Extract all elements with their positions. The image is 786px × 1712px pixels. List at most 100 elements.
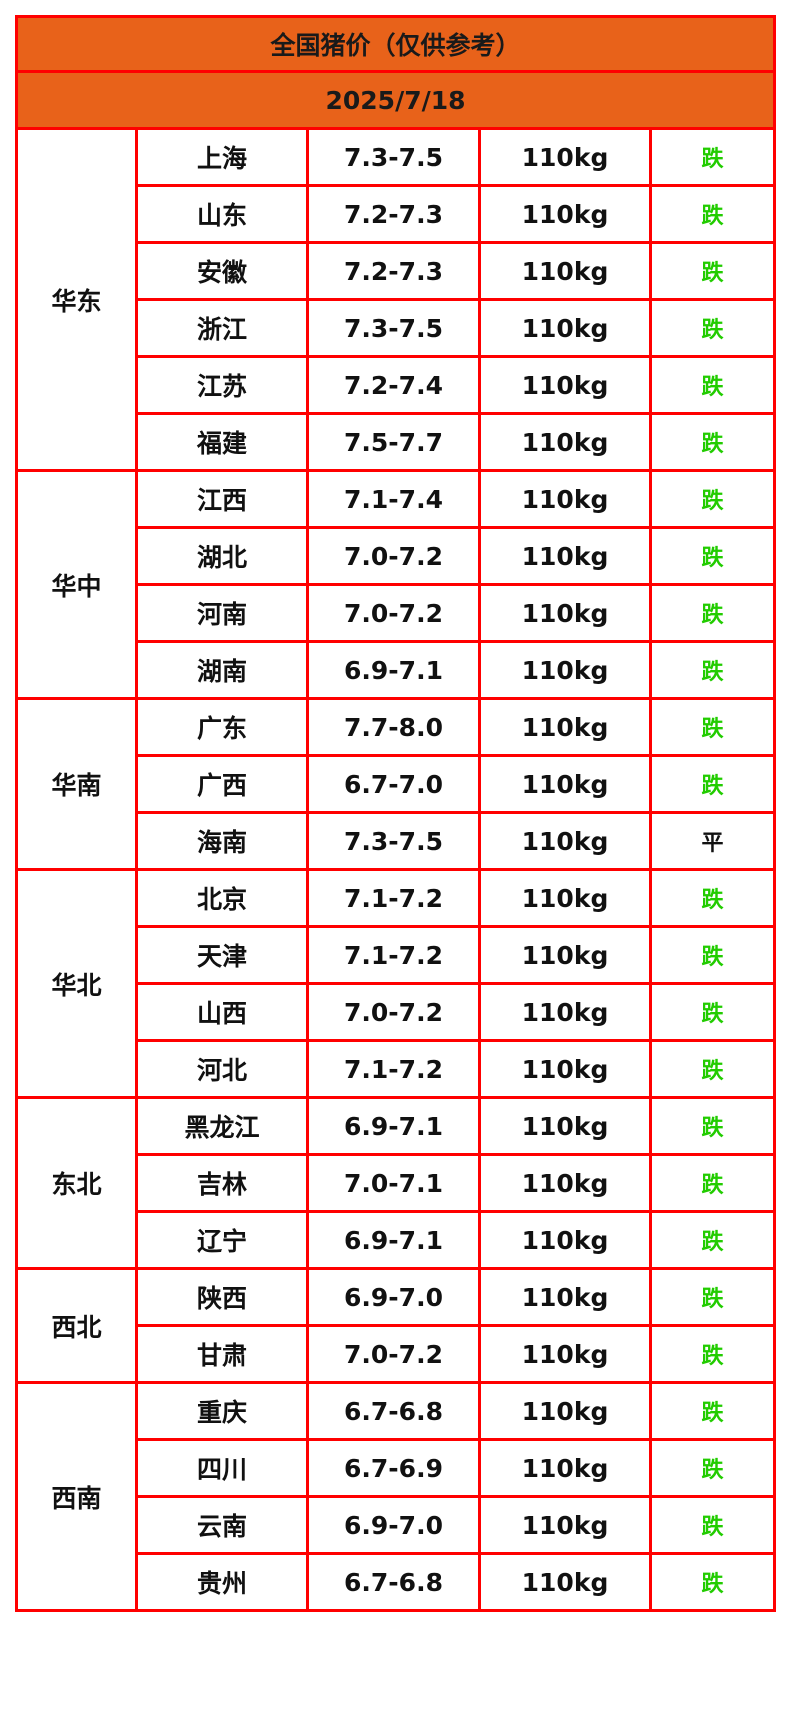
trend-cell: 平	[648, 811, 777, 871]
province-cell: 甘肃	[135, 1324, 309, 1384]
table-row: 山西 7.0-7.2 110kg 跌	[17, 982, 777, 1042]
province-cell: 河南	[135, 583, 309, 643]
province-cell: 陕西	[135, 1267, 309, 1327]
table-row: 海南 7.3-7.5 110kg 平	[17, 811, 777, 871]
trend-cell: 跌	[648, 754, 777, 814]
price-cell: 7.7-8.0	[306, 697, 481, 757]
price-cell: 7.1-7.2	[306, 1039, 481, 1099]
table-row: 东北 黑龙江 6.9-7.1 110kg 跌	[15, 1096, 777, 1270]
price-cell: 7.3-7.5	[306, 298, 481, 358]
price-cell: 7.0-7.2	[306, 1324, 481, 1384]
province-cell: 山西	[135, 982, 309, 1042]
province-cell: 浙江	[135, 298, 309, 358]
trend-cell: 跌	[648, 1552, 777, 1612]
table-row: 河南 7.0-7.2 110kg 跌	[17, 583, 777, 643]
province-cell: 北京	[135, 868, 309, 928]
price-cell: 7.0-7.2	[306, 526, 481, 586]
price-cell: 6.9-7.1	[306, 1210, 481, 1270]
weight-cell: 110kg	[478, 355, 652, 415]
price-cell: 6.7-7.0	[306, 754, 481, 814]
table-row: 贵州 6.7-6.8 110kg 跌	[17, 1552, 777, 1612]
price-cell: 6.9-7.1	[306, 1096, 481, 1156]
province-cell: 湖南	[135, 640, 309, 700]
trend-cell: 跌	[648, 1210, 777, 1270]
weight-cell: 110kg	[478, 1495, 652, 1555]
weight-cell: 110kg	[478, 127, 652, 187]
weight-cell: 110kg	[478, 412, 652, 472]
trend-cell: 跌	[648, 1267, 777, 1327]
trend-cell: 跌	[648, 1324, 777, 1384]
weight-cell: 110kg	[478, 1039, 652, 1099]
weight-cell: 110kg	[478, 697, 652, 757]
region-cell: 华中	[15, 469, 138, 700]
weight-cell: 110kg	[478, 184, 652, 244]
price-cell: 6.7-6.8	[306, 1552, 481, 1612]
region-cell: 华东	[15, 127, 138, 472]
price-cell: 7.1-7.2	[306, 925, 481, 985]
table-date: 2025/7/18	[14, 70, 777, 130]
trend-cell: 跌	[648, 640, 777, 700]
province-cell: 广西	[135, 754, 309, 814]
table-row: 湖南 6.9-7.1 110kg 跌	[17, 640, 777, 700]
table-row: 福建 7.5-7.7 110kg 跌	[17, 412, 777, 472]
province-cell: 贵州	[135, 1552, 309, 1612]
region-cell: 华北	[15, 868, 138, 1099]
table-row: 湖北 7.0-7.2 110kg 跌	[17, 526, 777, 586]
province-cell: 上海	[135, 127, 309, 187]
weight-cell: 110kg	[478, 982, 652, 1042]
trend-cell: 跌	[648, 298, 777, 358]
price-cell: 7.5-7.7	[306, 412, 481, 472]
price-cell: 7.1-7.4	[306, 469, 481, 529]
table-row: 四川 6.7-6.9 110kg 跌	[17, 1438, 777, 1498]
weight-cell: 110kg	[478, 241, 652, 301]
table-row: 天津 7.1-7.2 110kg 跌	[17, 925, 777, 985]
table-row: 西南 重庆 6.7-6.8 110kg 跌	[15, 1381, 777, 1612]
pig-price-table: 全国猪价（仅供参考） 2025/7/18 华东 上海 7.3-7.5 110kg 跌山东…	[14, 15, 777, 1612]
price-cell: 7.0-7.2	[306, 583, 481, 643]
region-cell: 西南	[15, 1381, 138, 1612]
trend-cell: 跌	[648, 1381, 777, 1441]
table-row: 云南 6.9-7.0 110kg 跌	[17, 1495, 777, 1555]
province-cell: 湖北	[135, 526, 309, 586]
province-cell: 广东	[135, 697, 309, 757]
trend-cell: 跌	[648, 982, 777, 1042]
table-row: 华北 北京 7.1-7.2 110kg 跌	[15, 868, 777, 1099]
table-row: 西北 陕西 6.9-7.0 110kg 跌	[15, 1267, 777, 1384]
trend-cell: 跌	[648, 184, 777, 244]
province-cell: 天津	[135, 925, 309, 985]
weight-cell: 110kg	[478, 1552, 652, 1612]
province-cell: 重庆	[135, 1381, 309, 1441]
table-row: 河北 7.1-7.2 110kg 跌	[17, 1039, 777, 1099]
weight-cell: 110kg	[478, 1381, 652, 1441]
trend-cell: 跌	[648, 1495, 777, 1555]
table-row: 华南 广东 7.7-8.0 110kg 跌	[15, 697, 777, 871]
table-row: 辽宁 6.9-7.1 110kg 跌	[17, 1210, 777, 1270]
weight-cell: 110kg	[478, 1096, 652, 1156]
region-cell: 东北	[15, 1096, 138, 1270]
weight-cell: 110kg	[478, 526, 652, 586]
table-row: 甘肃 7.0-7.2 110kg 跌	[17, 1324, 777, 1384]
weight-cell: 110kg	[478, 811, 652, 871]
weight-cell: 110kg	[478, 754, 652, 814]
table-title: 全国猪价（仅供参考）	[14, 15, 777, 73]
weight-cell: 110kg	[478, 469, 652, 529]
weight-cell: 110kg	[478, 1438, 652, 1498]
region-cell: 西北	[15, 1267, 138, 1384]
price-cell: 7.3-7.5	[306, 811, 481, 871]
trend-cell: 跌	[648, 925, 777, 985]
price-cell: 7.2-7.3	[306, 241, 481, 301]
province-cell: 黑龙江	[135, 1096, 309, 1156]
trend-cell: 跌	[648, 1039, 777, 1099]
province-cell: 四川	[135, 1438, 309, 1498]
weight-cell: 110kg	[478, 1324, 652, 1384]
trend-cell: 跌	[648, 1153, 777, 1213]
price-cell: 7.3-7.5	[306, 127, 481, 187]
province-cell: 辽宁	[135, 1210, 309, 1270]
weight-cell: 110kg	[478, 640, 652, 700]
price-cell: 7.0-7.2	[306, 982, 481, 1042]
weight-cell: 110kg	[478, 1210, 652, 1270]
table-row: 浙江 7.3-7.5 110kg 跌	[17, 298, 777, 358]
weight-cell: 110kg	[478, 1153, 652, 1213]
weight-cell: 110kg	[478, 925, 652, 985]
price-cell: 6.9-7.0	[306, 1267, 481, 1327]
